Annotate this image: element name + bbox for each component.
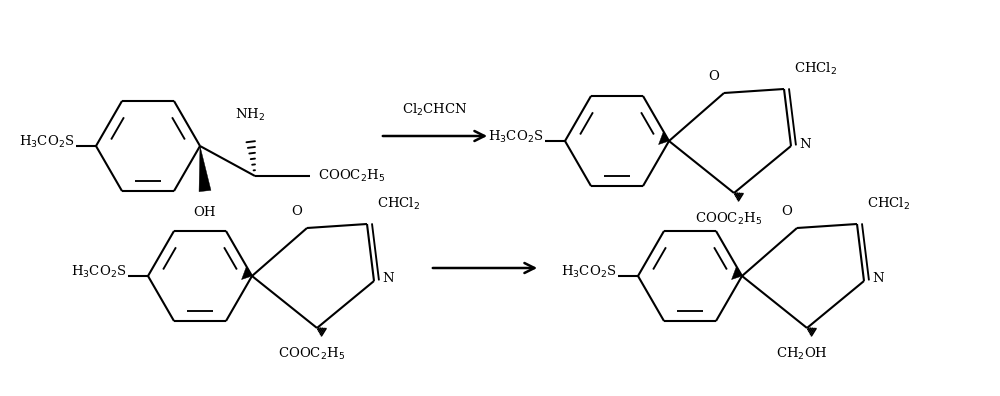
Text: COOC$_2$H$_5$: COOC$_2$H$_5$ bbox=[695, 211, 763, 227]
Text: N: N bbox=[799, 137, 811, 150]
Polygon shape bbox=[199, 146, 211, 192]
Text: O: O bbox=[291, 205, 302, 218]
Text: CHCl$_2$: CHCl$_2$ bbox=[377, 196, 420, 212]
Text: CH$_2$OH: CH$_2$OH bbox=[776, 346, 828, 362]
Text: COOC$_2$H$_5$: COOC$_2$H$_5$ bbox=[318, 168, 385, 184]
Text: CHCl$_2$: CHCl$_2$ bbox=[867, 196, 910, 212]
Text: N: N bbox=[872, 272, 884, 286]
Text: H$_3$CO$_2$S: H$_3$CO$_2$S bbox=[71, 264, 126, 280]
Polygon shape bbox=[659, 131, 669, 145]
Text: COOC$_2$H$_5$: COOC$_2$H$_5$ bbox=[278, 346, 346, 362]
Text: NH$_2$: NH$_2$ bbox=[235, 107, 265, 123]
Polygon shape bbox=[242, 267, 252, 280]
Text: N: N bbox=[382, 272, 394, 286]
Text: CHCl$_2$: CHCl$_2$ bbox=[794, 61, 837, 77]
Text: OH: OH bbox=[194, 206, 216, 219]
Text: H$_3$CO$_2$S: H$_3$CO$_2$S bbox=[488, 129, 543, 145]
Polygon shape bbox=[732, 267, 742, 280]
Text: Cl$_2$CHCN: Cl$_2$CHCN bbox=[402, 102, 468, 118]
Text: O: O bbox=[708, 70, 719, 83]
Text: H$_3$CO$_2$S: H$_3$CO$_2$S bbox=[561, 264, 616, 280]
Text: O: O bbox=[781, 205, 792, 218]
Text: H$_3$CO$_2$S: H$_3$CO$_2$S bbox=[19, 134, 74, 150]
